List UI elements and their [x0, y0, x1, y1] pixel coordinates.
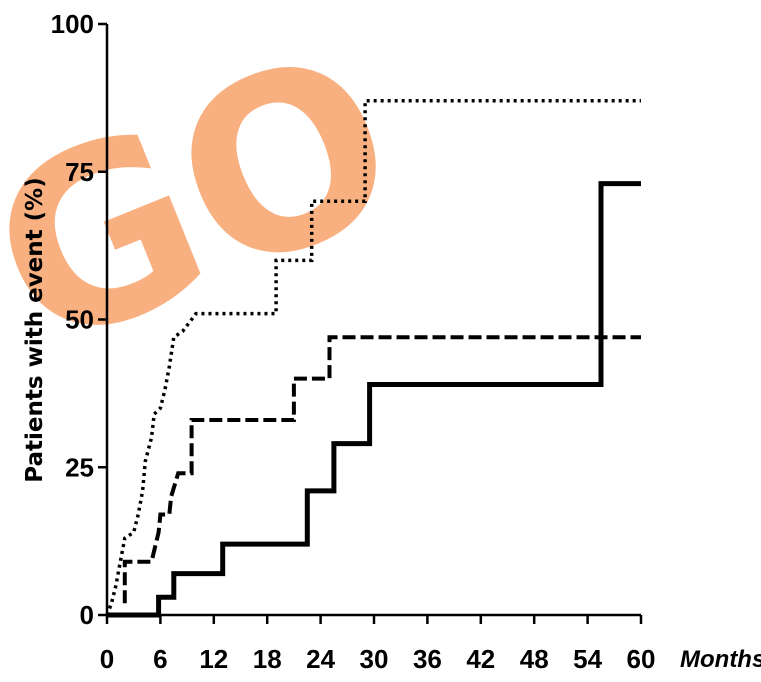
series-group [105, 99, 641, 618]
y-axis-label: Patients with event (%) [22, 177, 48, 482]
x-tick-label: 6 [153, 644, 167, 674]
y-ticks: 0 25 50 75 100 [51, 9, 107, 630]
y-tick-label: 50 [65, 305, 94, 335]
series-line-dashed [122, 335, 641, 604]
y-tick-label: 75 [65, 157, 94, 187]
x-tick-label: 30 [360, 644, 389, 674]
series-line-solid [107, 181, 641, 618]
x-tick-label: 60 [627, 644, 656, 674]
x-tick-label: 54 [573, 644, 602, 674]
y-tick-label: 100 [51, 9, 94, 39]
x-tick-label: 0 [100, 644, 114, 674]
x-tick-label: 42 [466, 644, 495, 674]
x-tick-label: 18 [253, 644, 282, 674]
y-tick-label: 0 [80, 600, 94, 630]
series-line-dotted [105, 99, 641, 616]
x-axis-unit-label: Months [680, 646, 761, 673]
y-tick-label: 25 [65, 452, 94, 482]
x-ticks: 0 6 12 18 24 30 36 42 48 54 60 [100, 615, 656, 674]
x-tick-label: 24 [306, 644, 335, 674]
watermark: GO [0, 0, 432, 406]
x-tick-label: 48 [520, 644, 549, 674]
x-tick-label: 12 [199, 644, 228, 674]
x-tick-label: 36 [413, 644, 442, 674]
